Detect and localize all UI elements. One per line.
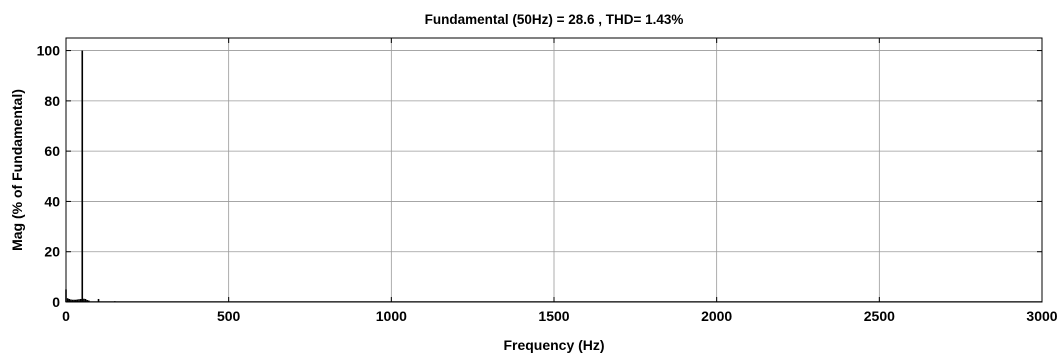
y-tick-label: 60 [44,143,60,159]
y-tick-label: 0 [52,294,60,310]
y-tick-label: 100 [37,43,61,59]
x-tick-label: 2500 [864,308,895,324]
harmonic-bar [78,299,80,302]
harmonic-bar [97,298,100,302]
x-tick-label: 0 [62,308,70,324]
harmonic-bar [87,300,90,302]
harmonic-bar [74,299,77,302]
harmonic-bar [66,298,69,302]
grid-layer [66,38,1042,302]
harmonic-bar [68,298,71,302]
y-tick-label: 80 [44,93,60,109]
x-axis-label: Frequency (Hz) [503,337,604,353]
ticks-layer: 0 500 1000 1500 2000 2500 3000 0 20 40 60 80 100 [37,38,1058,324]
harmonic-bar [76,299,79,302]
x-tick-label: 1000 [376,308,407,324]
harmonic-bar [79,298,82,302]
harmonic-bar [86,299,88,302]
harmonic-bar [81,50,84,303]
x-tick-label: 2000 [701,308,732,324]
y-tick-label: 40 [44,193,60,209]
x-tick-label: 1500 [538,308,569,324]
harmonic-bar [73,299,75,302]
harmonic-bar [70,299,72,302]
plot-frame [65,37,1043,303]
x-tick-label: 3000 [1026,308,1057,324]
x-tick-label: 500 [217,308,241,324]
harmonic-bar [71,299,74,302]
y-axis-label: Mag (% of Fundamental) [9,89,25,251]
chart-title: Fundamental (50Hz) = 28.6 , THD= 1.43% [425,12,684,27]
harmonic-bar [83,298,85,302]
harmonic-bar [84,298,87,302]
y-tick-label: 20 [44,244,60,260]
